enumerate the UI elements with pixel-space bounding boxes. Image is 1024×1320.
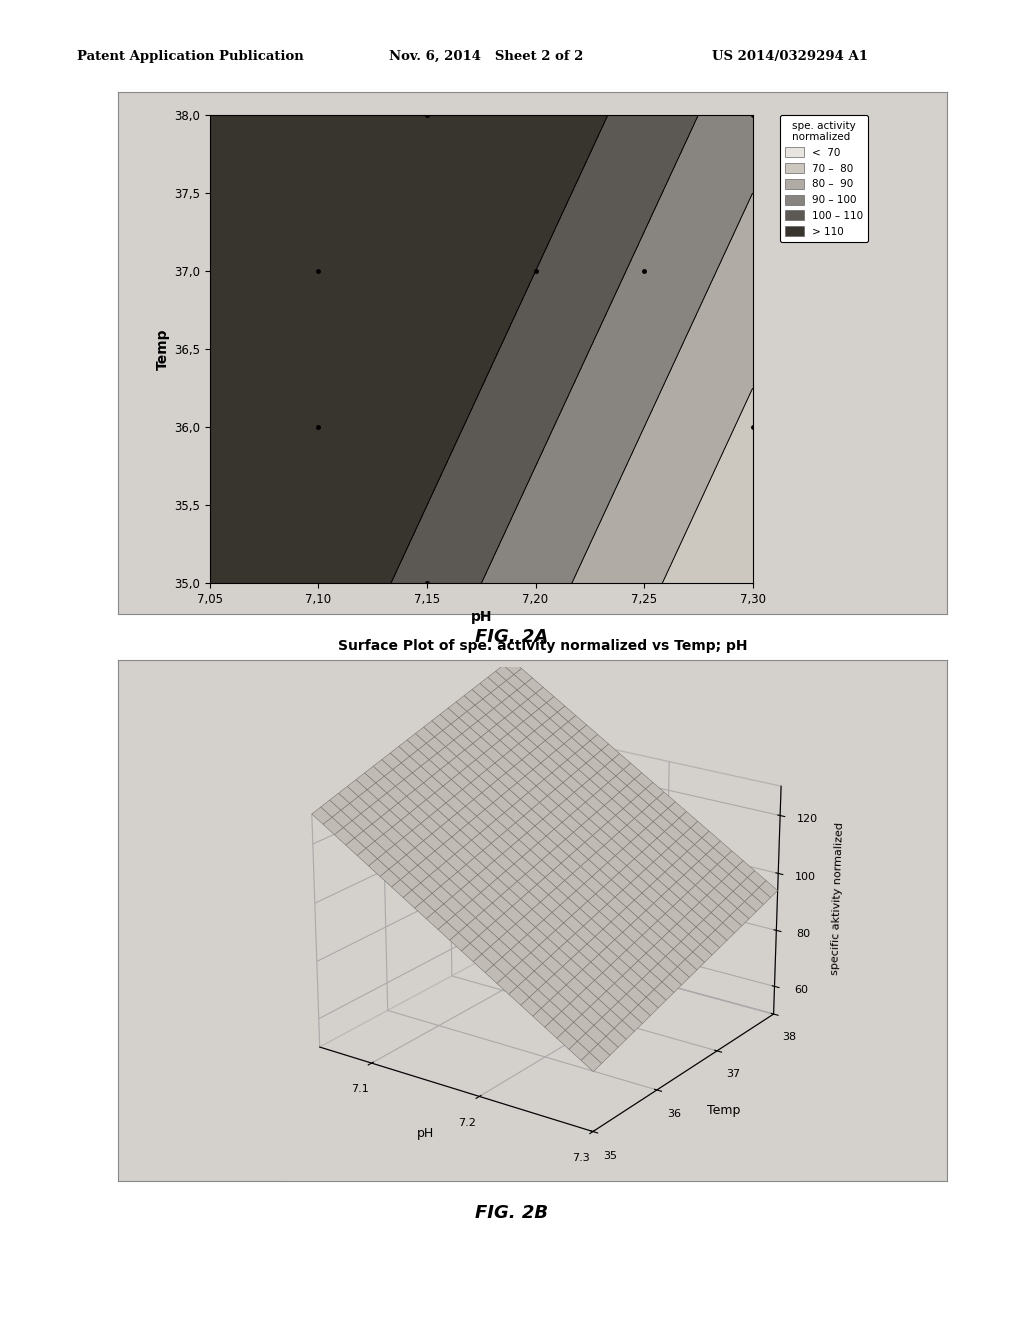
Text: FIG. 2A: FIG. 2A — [475, 628, 549, 647]
Legend: <  70, 70 –  80, 80 –  90, 90 – 100, 100 – 110, > 110: < 70, 70 – 80, 80 – 90, 90 – 100, 100 – … — [779, 115, 868, 242]
X-axis label: pH: pH — [417, 1127, 434, 1140]
X-axis label: pH: pH — [471, 610, 492, 624]
Text: FIG. 2B: FIG. 2B — [475, 1204, 549, 1222]
Text: US 2014/0329294 A1: US 2014/0329294 A1 — [712, 50, 867, 63]
Text: Nov. 6, 2014   Sheet 2 of 2: Nov. 6, 2014 Sheet 2 of 2 — [389, 50, 584, 63]
Y-axis label: Temp: Temp — [156, 329, 170, 370]
Y-axis label: Temp: Temp — [708, 1104, 740, 1117]
Title: Surface Plot of spe. activity normalized vs Temp; pH: Surface Plot of spe. activity normalized… — [338, 639, 748, 653]
Text: Patent Application Publication: Patent Application Publication — [77, 50, 303, 63]
